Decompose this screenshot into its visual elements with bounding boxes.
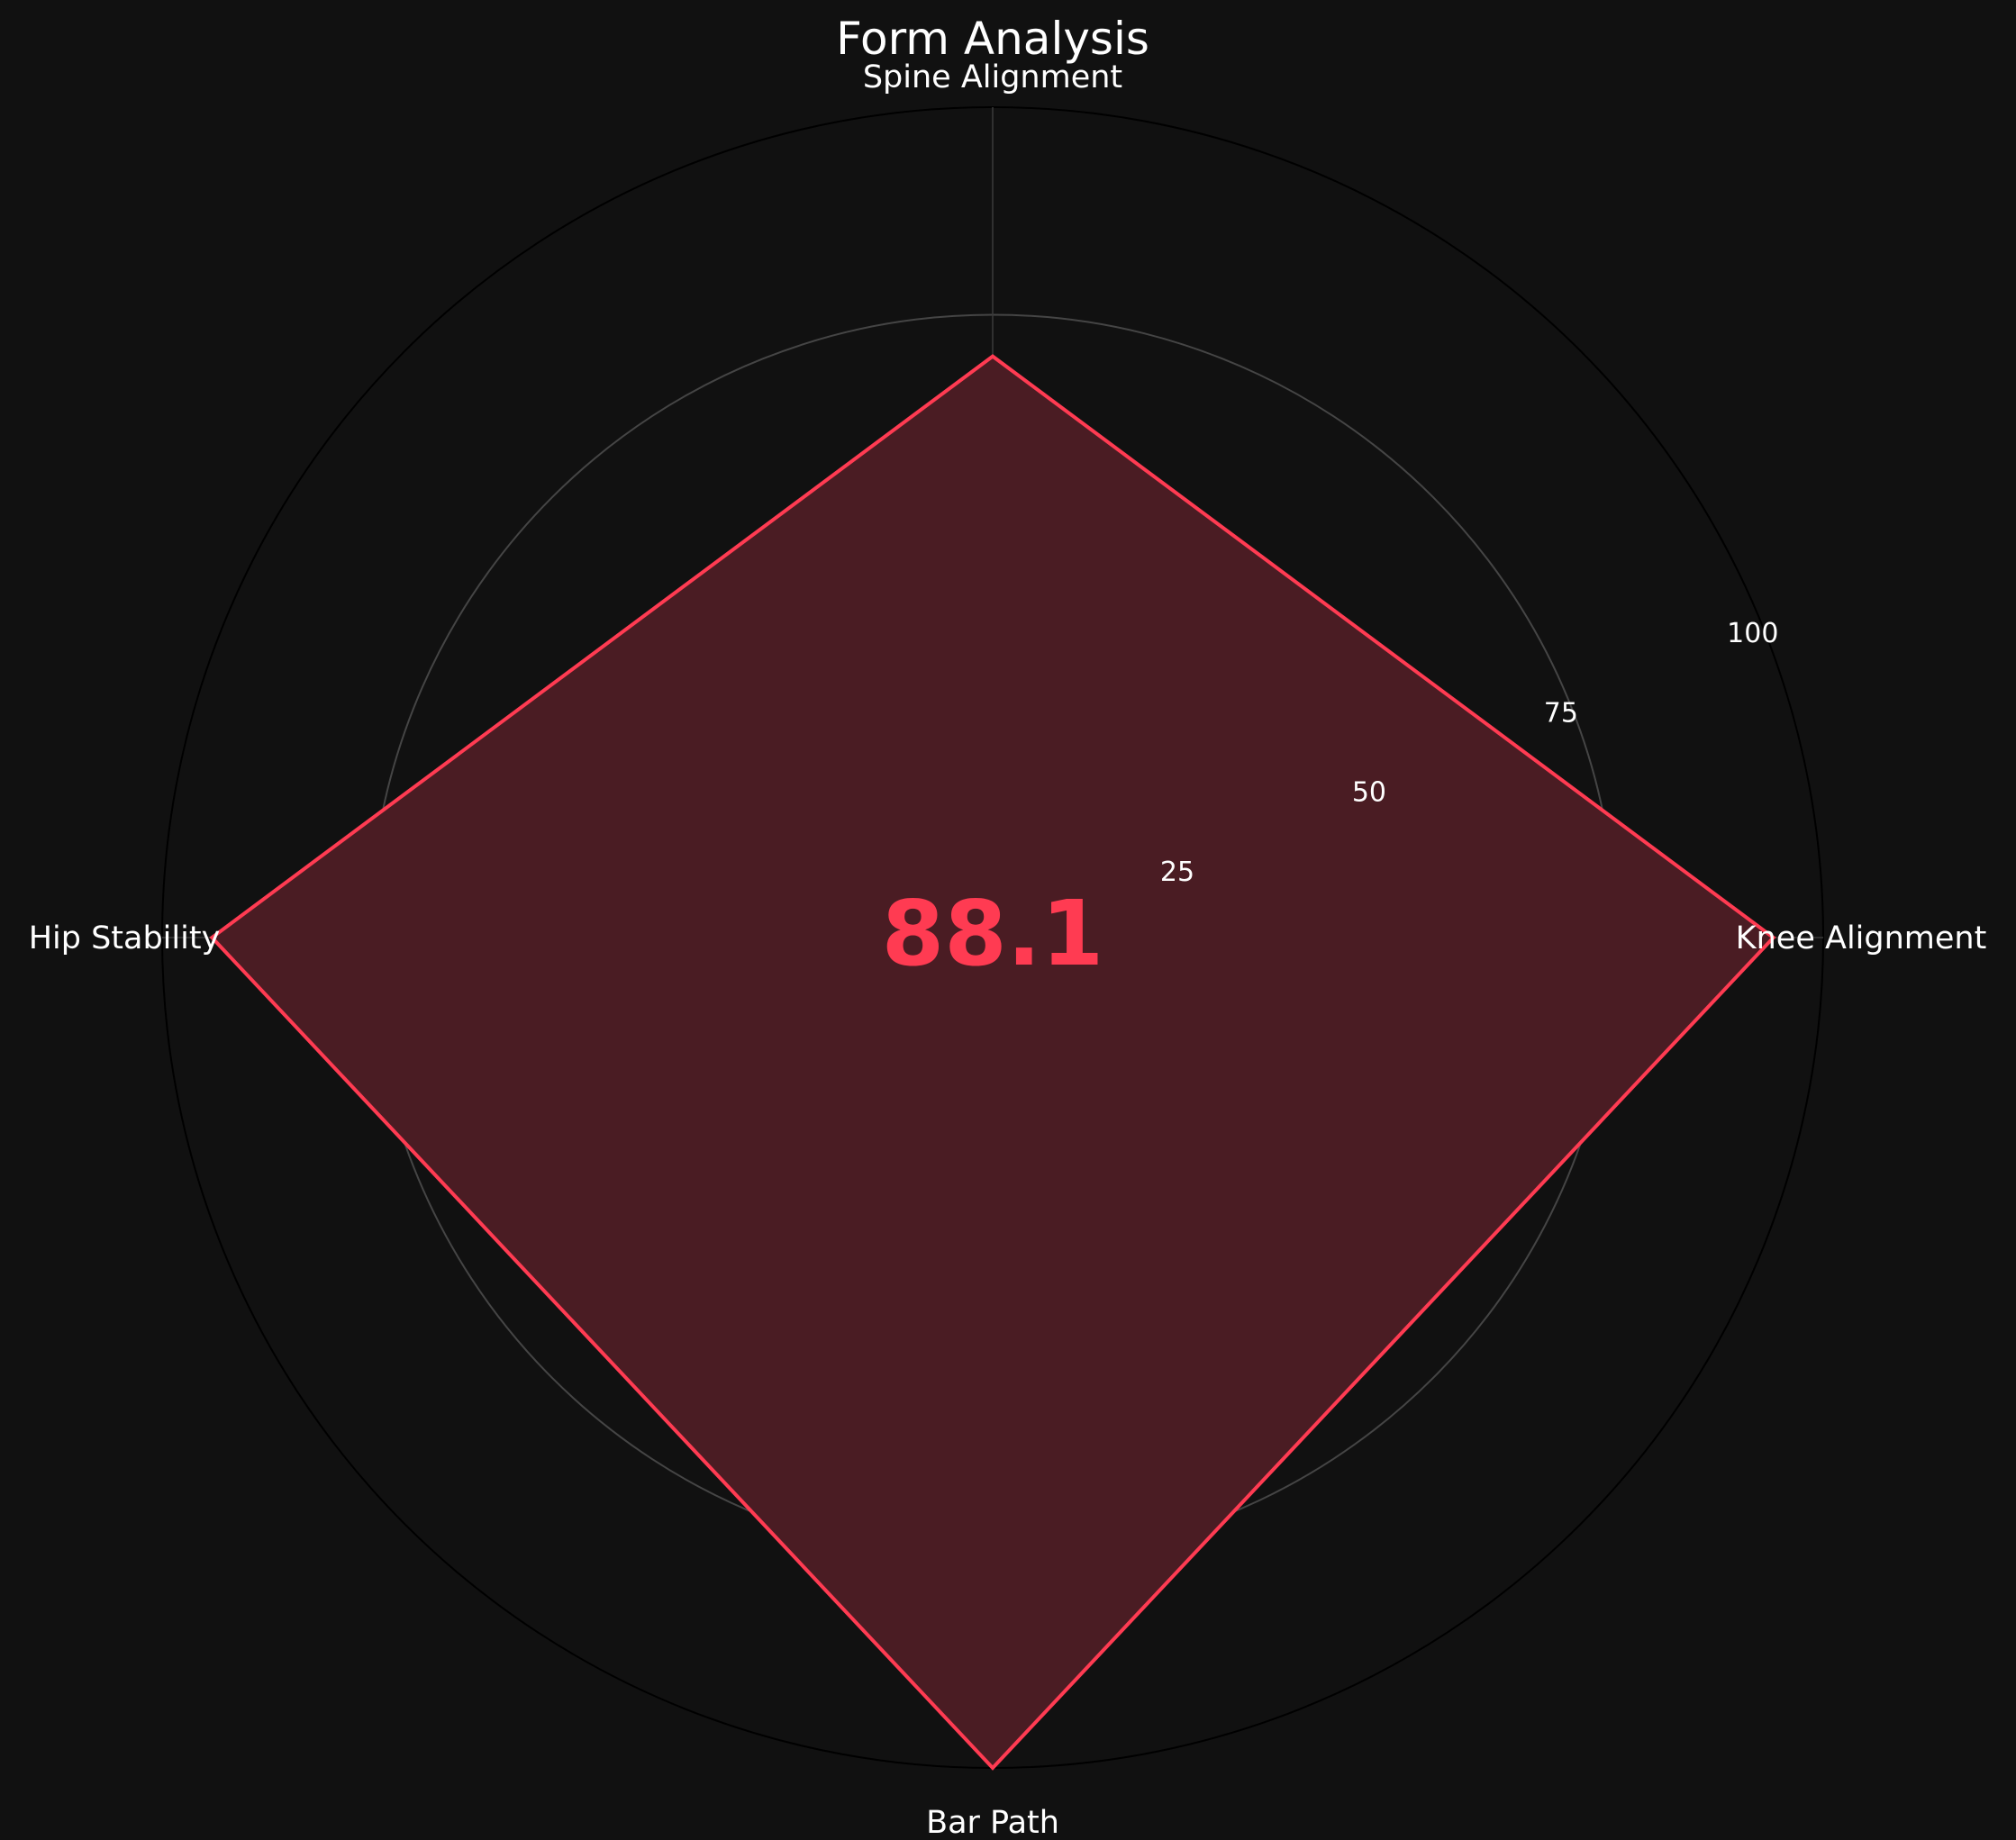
tick-label-100: 100 <box>1727 618 1778 649</box>
tick-label-50: 50 <box>1352 777 1386 809</box>
series-polygon-0 <box>209 354 1776 1771</box>
axis-label-1: Knee Alignment <box>1736 920 1987 956</box>
label-layer: 25 50 75 100 Spine Alignment Knee Alignment Ba… <box>29 59 1987 1840</box>
center-score: 88.1 <box>882 881 1104 986</box>
chart-title: Form Analysis <box>836 13 1149 65</box>
axis-label-2: Bar Path <box>926 1805 1059 1840</box>
data-layer <box>209 354 1776 1771</box>
axis-label-0: Spine Alignment <box>863 59 1122 95</box>
axis-label-3: Hip Stability <box>29 920 221 956</box>
tick-label-75: 75 <box>1544 697 1578 729</box>
tick-label-25: 25 <box>1160 857 1194 888</box>
